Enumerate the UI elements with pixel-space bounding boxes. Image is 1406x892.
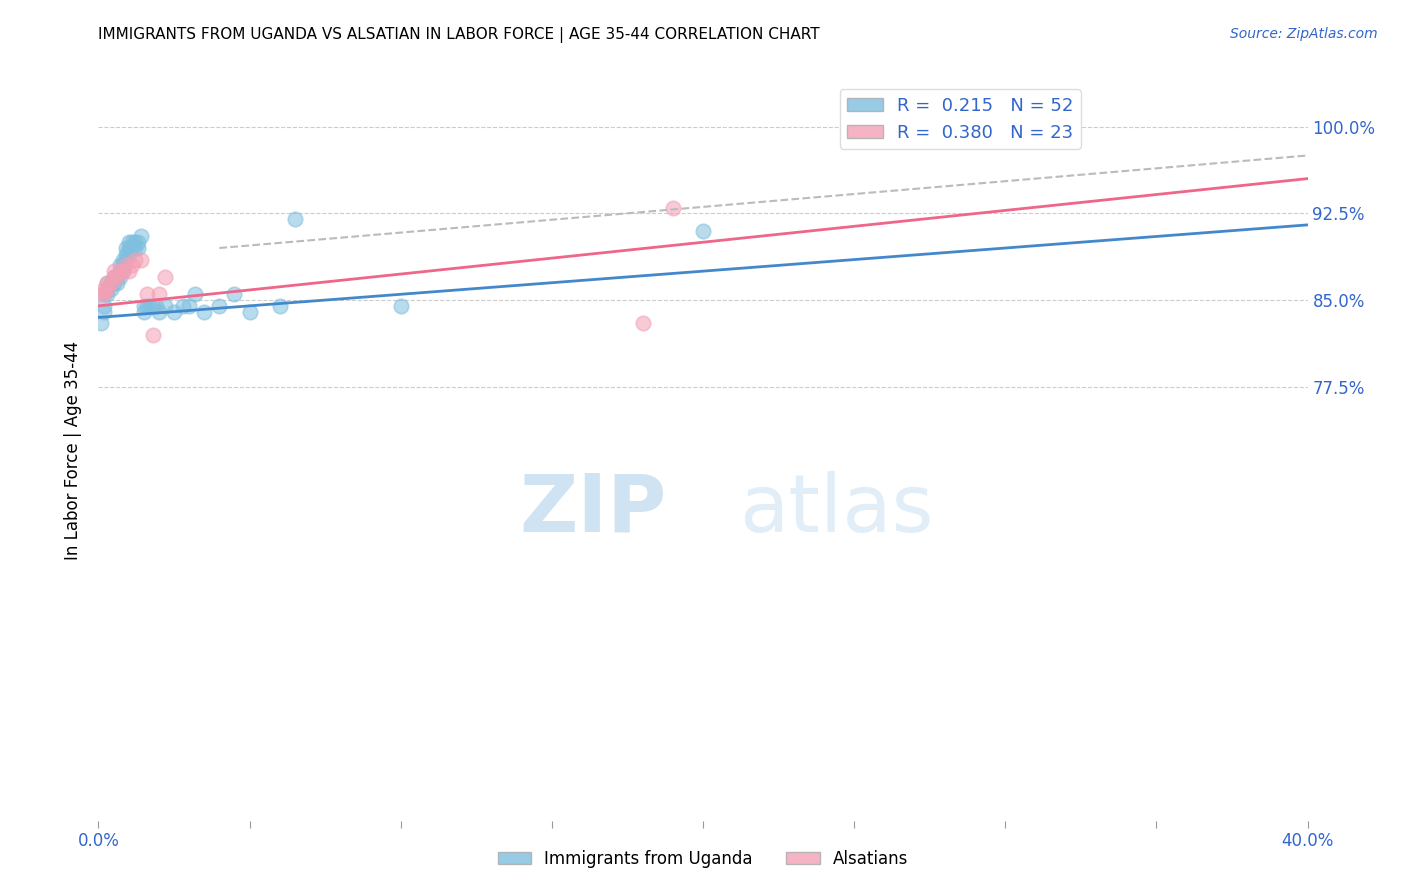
Text: Source: ZipAtlas.com: Source: ZipAtlas.com [1230,27,1378,41]
Point [127,235,149,250]
Point [124,235,146,250]
Point [179,299,201,313]
Point [132,304,155,318]
Point [284,212,307,227]
Point [145,299,167,313]
Point [142,299,165,313]
Point [135,299,157,313]
Point [163,304,186,318]
Point [124,241,146,255]
Point [172,299,194,313]
Point [93,287,115,301]
Point [114,247,136,261]
Point [93,287,115,301]
Text: IMMIGRANTS FROM UGANDA VS ALSATIAN IN LABOR FORCE | AGE 35-44 CORRELATION CHART: IMMIGRANTS FROM UGANDA VS ALSATIAN IN LA… [98,27,820,43]
Y-axis label: In Labor Force | Age 35-44: In Labor Force | Age 35-44 [65,341,83,560]
Point [269,299,291,313]
Point [127,241,149,255]
Point [153,269,176,284]
Point [148,287,170,301]
Point [105,269,128,284]
Point [121,235,143,250]
Legend: Immigrants from Uganda, Alsatians: Immigrants from Uganda, Alsatians [491,844,915,875]
Point [90,316,112,330]
Point [661,201,683,215]
Point [692,224,714,238]
Point [111,264,134,278]
Point [108,264,131,278]
Point [148,304,170,318]
Point [129,229,152,244]
Point [105,269,128,284]
Text: atlas: atlas [740,471,934,549]
Point [111,259,134,273]
Point [153,299,176,313]
Point [96,281,118,295]
Point [96,276,118,290]
Point [118,235,141,250]
Point [142,327,165,342]
Point [184,287,207,301]
Point [114,241,136,255]
Point [239,304,262,318]
Point [224,287,246,301]
Point [631,316,654,330]
Point [129,252,152,267]
Point [108,264,131,278]
Text: ZIP: ZIP [519,471,666,549]
Point [208,299,231,313]
Point [93,299,115,313]
Point [114,259,136,273]
Point [139,299,162,313]
Legend: R =  0.215   N = 52, R =  0.380   N = 23: R = 0.215 N = 52, R = 0.380 N = 23 [839,89,1081,149]
Point [118,241,141,255]
Point [193,304,215,318]
Point [105,276,128,290]
Point [103,276,125,290]
Point [108,259,131,273]
Point [100,276,122,290]
Point [118,264,141,278]
Point [93,304,115,318]
Point [118,247,141,261]
Point [111,264,134,278]
Point [114,252,136,267]
Point [93,281,115,295]
Point [103,269,125,284]
Point [121,259,143,273]
Point [103,264,125,278]
Point [124,252,146,267]
Point [132,299,155,313]
Point [96,276,118,290]
Point [389,299,412,313]
Point [108,269,131,284]
Point [135,287,157,301]
Point [103,269,125,284]
Point [90,287,112,301]
Point [121,241,143,255]
Point [96,281,118,295]
Point [96,287,118,301]
Point [100,281,122,295]
Point [111,252,134,267]
Point [100,276,122,290]
